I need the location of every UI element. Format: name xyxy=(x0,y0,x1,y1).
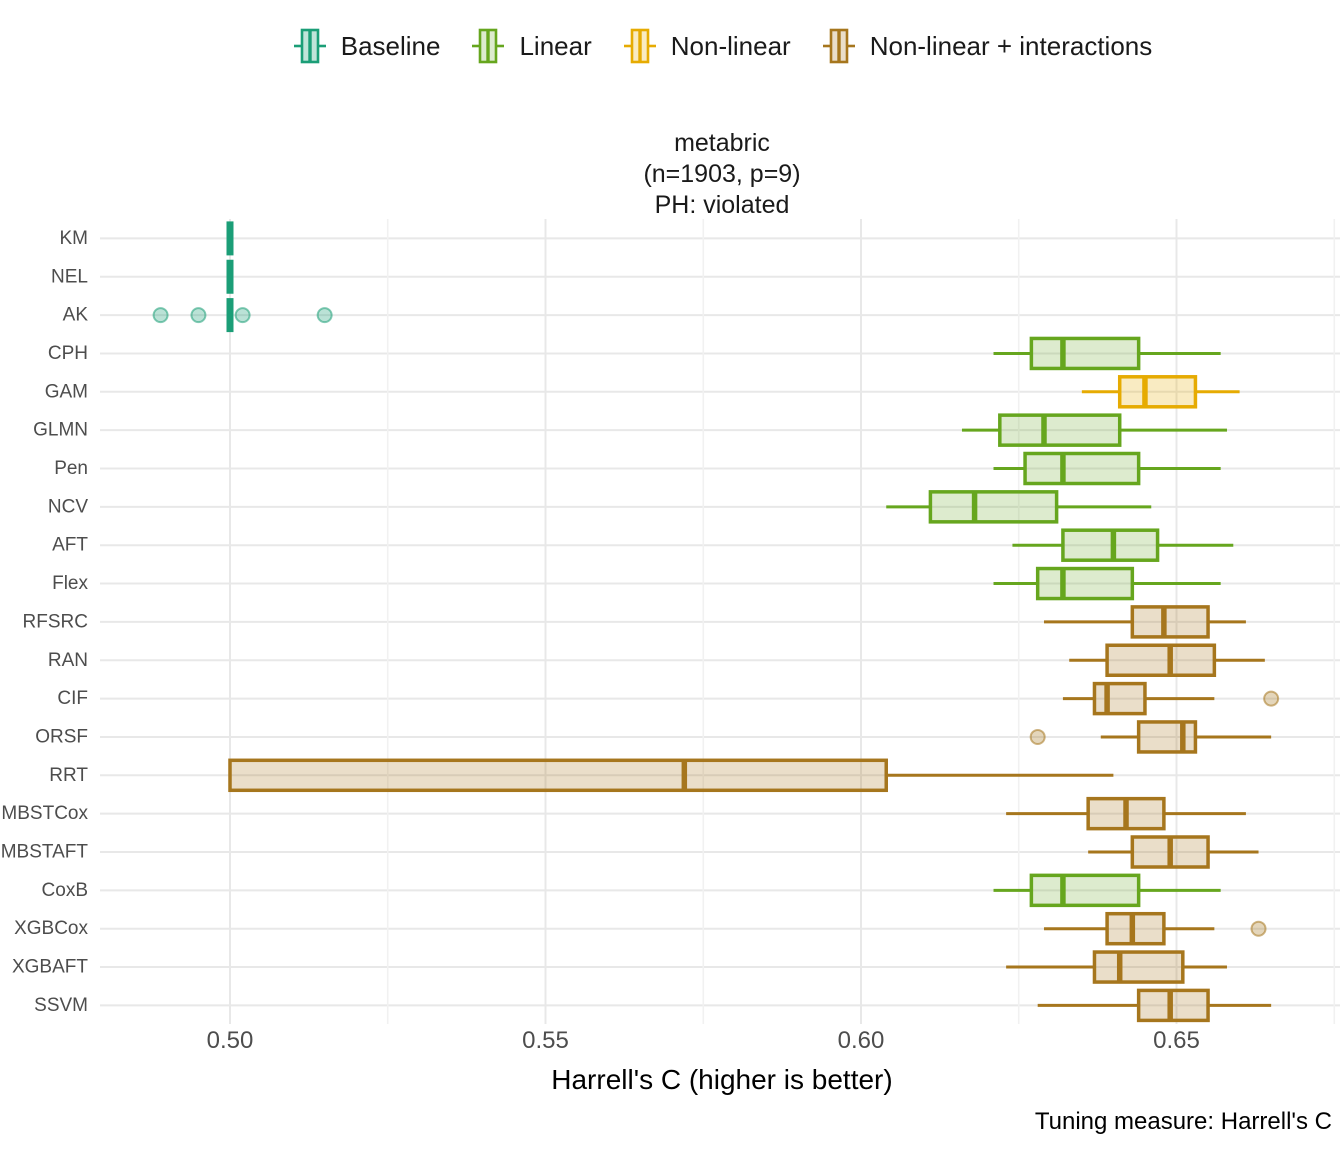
boxplot-RAN xyxy=(1069,643,1265,677)
legend-label-nonlinear: Non-linear xyxy=(670,30,791,61)
y-axis-label-AK: AK xyxy=(63,305,89,326)
boxplot-SSVM xyxy=(1037,988,1272,1023)
y-axis-label-RAN: RAN xyxy=(48,650,88,671)
box-Pen xyxy=(1023,451,1141,486)
boxplot-XGBAFT xyxy=(1006,950,1227,984)
box-GAM xyxy=(1117,375,1198,409)
boxplot-RRT xyxy=(228,758,1114,793)
boxplot-Pen xyxy=(993,451,1221,486)
boxplot-CoxB xyxy=(993,873,1221,908)
boxplot-XGBCox xyxy=(1043,911,1267,946)
median-bar-KM xyxy=(226,221,234,256)
median-bar-AK xyxy=(226,298,234,333)
box-CoxB xyxy=(1029,873,1141,908)
box-AFT xyxy=(1061,528,1160,562)
boxplot-MBSTCox xyxy=(1006,796,1246,831)
legend-label-nonlinear_interactions: Non-linear + interactions xyxy=(869,30,1153,61)
y-axis-label-CoxB: CoxB xyxy=(42,880,88,901)
box-NCV xyxy=(928,490,1059,524)
legend-item-nonlinear: Non-linear xyxy=(622,26,791,66)
title-dataset: metabric xyxy=(674,129,770,157)
y-axis-label-KM: KM xyxy=(60,228,89,249)
title-sample-info: (n=1903, p=9) xyxy=(643,160,801,188)
x-tick-label-0.55: 0.55 xyxy=(522,1027,569,1054)
boxplot-CPH xyxy=(993,336,1221,371)
median-bar-NEL xyxy=(226,259,234,294)
x-axis-title: Harrell's C (higher is better) xyxy=(551,1064,893,1095)
box-CIF xyxy=(1092,681,1147,716)
outlier-point xyxy=(1263,690,1280,707)
boxplot-AK xyxy=(152,298,333,333)
y-axis-label-NCV: NCV xyxy=(48,496,88,517)
boxplot-NCV xyxy=(886,490,1152,524)
box-RAN xyxy=(1105,643,1217,677)
y-axis-label-XGBCox: XGBCox xyxy=(14,918,88,939)
boxplot-chart: KM NEL AK CPH GAM GLMN Pen NCV AFT Flex RFSRC RAN CI… xyxy=(1,219,1340,1054)
y-axis-label-AFT: AFT xyxy=(52,535,88,556)
y-axis-label-MBSTAFT: MBSTAFT xyxy=(1,842,89,863)
x-tick-label-0.65: 0.65 xyxy=(1153,1027,1200,1054)
box-RRT xyxy=(228,758,888,793)
boxplot-CIF xyxy=(1062,681,1280,716)
y-axis-label-CIF: CIF xyxy=(57,688,88,709)
y-axis-label-MBSTCox: MBSTCox xyxy=(1,803,88,824)
y-axis-label-RRT: RRT xyxy=(49,765,88,786)
box-GLMN xyxy=(998,413,1122,447)
boxplot-key-icon xyxy=(822,28,855,64)
boxplot-MBSTAFT xyxy=(1088,835,1259,869)
boxplot-ORSF xyxy=(1029,720,1272,754)
outlier-point xyxy=(190,307,207,324)
legend-item-nonlinear_interactions: Non-linear + interactions xyxy=(821,26,1153,66)
y-axis-label-XGBAFT: XGBAFT xyxy=(12,957,88,978)
outlier-point xyxy=(152,307,169,324)
caption: Tuning measure: Harrell's C xyxy=(1034,1108,1332,1135)
boxplot-KM xyxy=(226,221,234,256)
y-axis-label-ORSF: ORSF xyxy=(35,726,88,747)
legend: Baseline Linear Non-linear Non-linear + int… xyxy=(100,26,1344,66)
boxplot-AFT xyxy=(1012,528,1234,562)
y-axis-label-CPH: CPH xyxy=(48,343,88,364)
boxplot-key-icon xyxy=(472,28,505,64)
boxplot-RFSRC xyxy=(1043,605,1246,639)
outlier-point xyxy=(1029,728,1046,745)
title-ph-status: PH: violated xyxy=(654,191,790,219)
box-Flex xyxy=(1035,566,1135,601)
box-XGBAFT xyxy=(1092,950,1185,984)
plot-title: metabric (n=1903, p=9) PH: violated xyxy=(100,128,1344,221)
y-axis-label-Pen: Pen xyxy=(54,458,88,479)
y-axis-label-Flex: Flex xyxy=(52,573,88,594)
box-CPH xyxy=(1029,336,1141,371)
outlier-point xyxy=(1250,920,1267,937)
box-ORSF xyxy=(1136,720,1198,754)
box-SSVM xyxy=(1136,988,1210,1023)
boxplot-GLMN xyxy=(961,413,1227,447)
x-tick-label-0.60: 0.60 xyxy=(838,1027,885,1054)
y-axis-label-NEL: NEL xyxy=(51,266,88,287)
outlier-point xyxy=(316,307,333,324)
y-axis-label-GLMN: GLMN xyxy=(33,420,88,441)
legend-label-linear: Linear xyxy=(519,30,592,61)
boxplot-GAM xyxy=(1081,375,1240,409)
x-tick-label-0.50: 0.50 xyxy=(207,1027,254,1054)
boxplot-Flex xyxy=(993,566,1221,601)
box-RFSRC xyxy=(1130,605,1210,639)
boxplot-NEL xyxy=(226,259,234,294)
y-axis-label-GAM: GAM xyxy=(45,381,88,402)
y-axis-label-SSVM: SSVM xyxy=(34,995,88,1016)
y-axis-label-RFSRC: RFSRC xyxy=(23,611,88,632)
legend-item-linear: Linear xyxy=(470,26,592,66)
boxplot-key-icon xyxy=(623,28,656,64)
box-XGBCox xyxy=(1105,911,1166,946)
outlier-point xyxy=(234,307,251,324)
legend-label-baseline: Baseline xyxy=(340,30,441,61)
boxplot-key-icon xyxy=(293,28,326,64)
legend-item-baseline: Baseline xyxy=(292,26,441,66)
